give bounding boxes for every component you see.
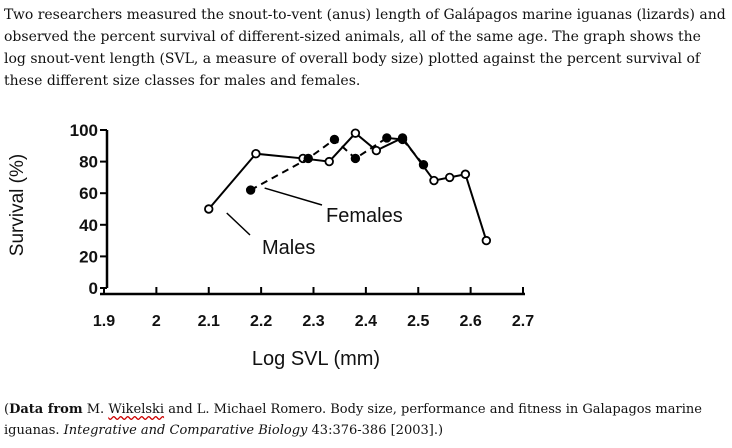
data-point-females	[418, 160, 429, 170]
data-point-females	[303, 153, 313, 164]
series-layer	[204, 128, 492, 246]
x-axis: 1.9 2 2.1 2.2 2.3 2.4 2.5 2.6 2.7	[93, 287, 534, 330]
data-point-females	[329, 134, 340, 145]
x-tick-label: 2.3	[302, 313, 324, 330]
citation-label: Data from	[9, 402, 83, 417]
survival-line-chart: 0 20 40 60 80 100 1.9 2 2.1 2.2 2.3 2.4 2.5 2.6 2.7 M…	[7, 121, 534, 370]
females-pointer-line	[264, 187, 323, 206]
x-tick-label: 2.6	[460, 313, 482, 330]
y-tick-label: 40	[79, 216, 98, 235]
y-axis-label: Survival (%)	[7, 154, 28, 256]
data-point-females	[350, 153, 361, 164]
data-point-males	[251, 149, 261, 159]
males-pointer-line	[226, 212, 251, 236]
citation-author-underlined: Wikelski	[108, 402, 165, 417]
data-point-males	[481, 235, 492, 246]
x-tick-label: 2.2	[250, 313, 272, 330]
y-tick-label: 0	[89, 279, 98, 298]
females-annotation: Females	[326, 205, 403, 227]
citation-text: (Data from M. Wikelski and L. Michael Ro…	[4, 402, 702, 438]
y-tick-label: 100	[70, 121, 98, 140]
data-point-females	[245, 185, 256, 195]
x-tick-label: 2	[152, 313, 161, 330]
series-females	[245, 133, 429, 195]
intro-paragraph: Two researchers measured the snout-to-ve…	[4, 4, 726, 92]
annotation-layer: Males Females	[226, 187, 403, 259]
citation-authors-b: and L. Michael Romero. Body size, perfor…	[4, 402, 702, 438]
x-tick-label: 2.5	[407, 313, 429, 330]
data-point-males	[324, 156, 334, 167]
males-annotation: Males	[262, 237, 315, 259]
x-axis-label: Log SVL (mm)	[252, 348, 380, 370]
data-point-males	[204, 204, 214, 214]
data-point-males	[460, 169, 471, 179]
data-point-females	[397, 134, 408, 145]
y-tick-label: 80	[79, 153, 98, 172]
intro-text: Two researchers measured the snout-to-ve…	[4, 7, 726, 89]
x-tick-label: 2.7	[512, 313, 534, 330]
data-point-males	[350, 128, 361, 138]
citation-authors-a: M.	[82, 402, 109, 417]
data-point-females	[382, 133, 392, 143]
y-axis: 0 20 40 60 80 100	[70, 121, 109, 298]
data-point-males	[371, 145, 382, 156]
series-line-females	[250, 136, 425, 191]
x-tick-label: 2.4	[355, 313, 377, 330]
data-point-males	[429, 175, 439, 186]
citation-journal: Integrative and Comparative Biology	[63, 423, 308, 438]
x-tick-label: 1.9	[93, 313, 115, 330]
y-tick-label: 20	[79, 247, 98, 266]
citation-reference: 43:376-386 [2003].)	[307, 423, 444, 438]
source-citation: (Data from M. Wikelski and L. Michael Ro…	[4, 399, 728, 441]
y-tick-label: 60	[79, 184, 98, 203]
x-tick-label: 2.1	[198, 313, 220, 330]
data-point-males	[444, 172, 455, 183]
